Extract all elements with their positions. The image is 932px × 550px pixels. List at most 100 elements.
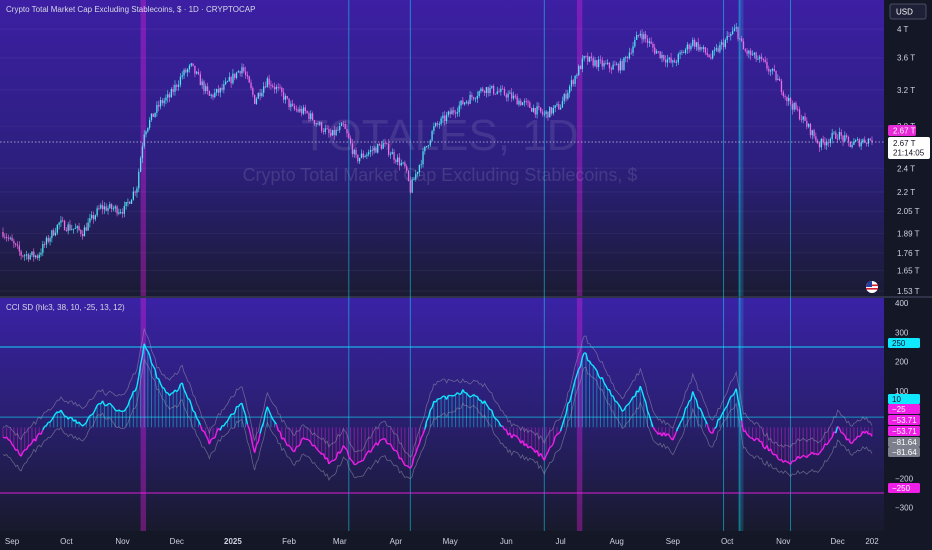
cci-seg-378 — [685, 405, 688, 409]
cci-seg-116 — [210, 437, 214, 440]
cci-seg-380 — [688, 399, 692, 402]
candle-27 — [51, 229, 53, 243]
cci-seg-230 — [416, 443, 421, 448]
cci-seg-344 — [623, 406, 627, 411]
candle-450 — [817, 138, 819, 144]
indicator-scale[interactable]: 400 300 200 100 −200 −300 — [895, 299, 914, 512]
x-tick-10: Jul — [555, 537, 565, 546]
candle-313 — [569, 84, 571, 98]
candle-251 — [456, 107, 459, 117]
cci-seg-222 — [402, 461, 406, 466]
candle-172 — [313, 119, 316, 127]
candle-265 — [482, 86, 484, 93]
cci-seg-74 — [134, 385, 138, 392]
candle-127 — [232, 68, 234, 85]
cci-seg-160 — [290, 447, 294, 452]
cci-seg-478 — [865, 430, 869, 435]
candle-70 — [129, 201, 131, 205]
cci-seg-445 — [806, 454, 810, 458]
candle-185 — [337, 125, 339, 132]
candle-176 — [320, 121, 323, 134]
cci-seg-101 — [183, 389, 187, 394]
candle-226 — [411, 176, 413, 194]
us-flag-icon[interactable] — [866, 281, 878, 293]
candle-394 — [715, 43, 717, 52]
candle-143 — [261, 89, 263, 98]
cci-seg-386 — [699, 407, 703, 413]
cci-indicator — [0, 328, 884, 494]
candle-52 — [96, 205, 98, 218]
cci-seg-170 — [308, 439, 312, 443]
time-axis[interactable]: Sep Oct Nov Dec 2025 Feb Mar Apr May Jun Jul Aug Sep… — [5, 537, 879, 546]
candle-368 — [668, 56, 670, 63]
candle-433 — [786, 96, 788, 106]
cci-seg-37 — [67, 416, 71, 420]
cci-badge-4 — [888, 426, 920, 436]
candle-288 — [523, 98, 526, 107]
candle-104 — [190, 62, 192, 67]
cci-seg-110 — [199, 424, 203, 431]
currency-button[interactable] — [889, 3, 927, 20]
candle-89 — [163, 97, 165, 107]
cci-seg-60 — [109, 402, 113, 406]
candle-56 — [103, 202, 106, 214]
candle-353 — [641, 29, 643, 44]
cci-seg-30 — [55, 411, 58, 415]
candle-360 — [654, 44, 656, 56]
candle-75 — [138, 168, 140, 193]
candle-401 — [728, 32, 730, 37]
candle-469 — [851, 141, 853, 149]
candle-373 — [677, 52, 679, 65]
candle-216 — [393, 149, 395, 164]
candle-419 — [760, 53, 763, 62]
cci-seg-298 — [540, 452, 544, 458]
cci-seg-154 — [279, 431, 283, 440]
cci-seg-356 — [645, 401, 649, 412]
cci-seg-300 — [543, 455, 547, 461]
cci-seg-328 — [594, 367, 598, 372]
watermark-name: Crypto Total Market Cap Excluding Stable… — [243, 165, 638, 185]
candle-188 — [342, 120, 345, 128]
candle-49 — [91, 211, 93, 221]
cci-seg-25 — [45, 422, 49, 426]
candle-480 — [871, 136, 873, 146]
candle-102 — [187, 68, 189, 77]
cci-seg-395 — [715, 419, 719, 428]
cci-seg-358 — [648, 415, 652, 422]
candle-126 — [230, 75, 232, 88]
cci-seg-313 — [567, 401, 571, 404]
candle-202 — [368, 149, 370, 157]
candle-131 — [239, 70, 241, 77]
candle-67 — [123, 201, 125, 218]
candle-294 — [534, 107, 536, 118]
candle-269 — [489, 84, 491, 96]
candle-300 — [545, 109, 547, 119]
cci-seg-301 — [545, 451, 549, 456]
candle-267 — [485, 86, 488, 98]
x-tick-15: Dec — [830, 537, 844, 546]
cci-seg-336 — [608, 389, 612, 396]
candle-249 — [453, 106, 455, 116]
cci-seg-432 — [782, 460, 786, 463]
candle-155 — [282, 87, 285, 104]
price-tick-4: 2.4 T — [897, 164, 915, 173]
cci-seg-159 — [288, 444, 292, 448]
cci-seg-243 — [440, 395, 444, 399]
candle-58 — [107, 205, 109, 215]
cci-seg-318 — [576, 368, 580, 375]
candle-390 — [708, 53, 710, 58]
cci-seg-389 — [704, 419, 708, 425]
candle-356 — [646, 35, 649, 48]
candle-25 — [47, 234, 49, 244]
cci-seg-410 — [743, 430, 746, 433]
candle-39 — [72, 228, 75, 234]
candle-203 — [369, 145, 372, 157]
candle-144 — [263, 82, 265, 97]
cci-seg-75 — [136, 376, 140, 387]
cci-seg-317 — [574, 374, 578, 381]
candle-223 — [406, 164, 408, 174]
candle-183 — [333, 125, 335, 140]
candle-341 — [619, 58, 622, 74]
cci-badge-text-6: −81.64 — [892, 448, 917, 457]
cci-seg-474 — [858, 434, 862, 438]
